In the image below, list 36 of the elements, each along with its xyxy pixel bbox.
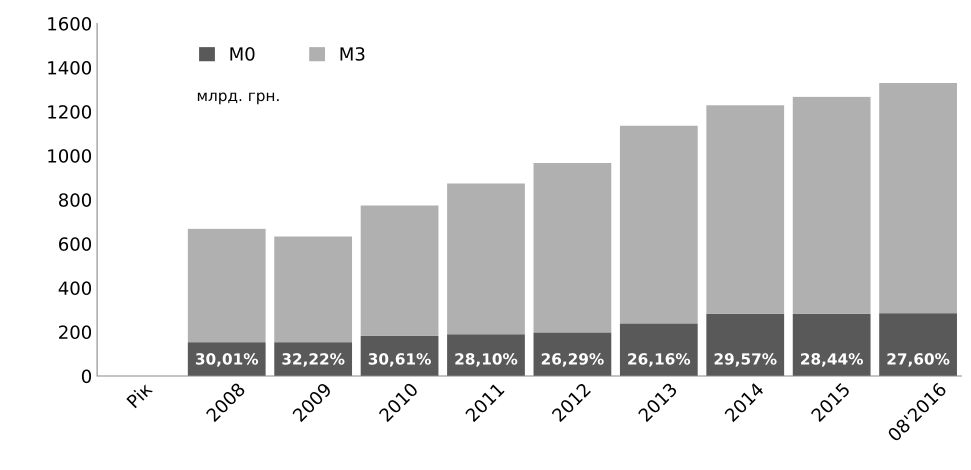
annotation: 28,44%	[801, 353, 863, 367]
bar	[879, 82, 957, 314]
bar	[792, 314, 871, 376]
bar	[188, 228, 266, 342]
annotation: 30,61%	[368, 353, 431, 367]
y-tick-label: 1400	[48, 61, 92, 75]
y-tick-label: 200	[59, 325, 92, 340]
y-tick-label: 1000	[48, 149, 92, 163]
x-tick-label: Рік	[126, 381, 153, 408]
annotation: млрд. грн.	[198, 92, 279, 104]
legend-label: M3	[340, 47, 364, 61]
annotation: 28,10%	[455, 353, 518, 367]
bar	[274, 236, 352, 342]
bar	[620, 126, 698, 324]
y-tick-label: 800	[59, 193, 92, 207]
bar	[879, 313, 957, 376]
annotation: 27,60%	[887, 353, 950, 367]
y-tick-label: 1600	[48, 16, 92, 31]
bar	[534, 162, 612, 333]
y-tick-label: 400	[58, 281, 92, 295]
annotation: 26,29%	[542, 353, 604, 367]
annotation: 29,57%	[714, 353, 777, 367]
bar	[447, 183, 525, 334]
bar	[360, 205, 438, 336]
y-tick-label: 1200	[48, 105, 92, 119]
annotation: 30,01%	[196, 353, 258, 367]
bar	[620, 324, 698, 376]
y-tick-label: 600	[59, 237, 92, 251]
bar	[706, 314, 784, 376]
y-tick-label: 0	[82, 369, 92, 384]
legend-label: M0	[230, 47, 255, 61]
bar	[792, 96, 871, 314]
bar	[706, 105, 784, 314]
bar	[534, 332, 612, 376]
annotation: 32,22%	[282, 353, 344, 367]
annotation: 26,16%	[628, 353, 690, 367]
